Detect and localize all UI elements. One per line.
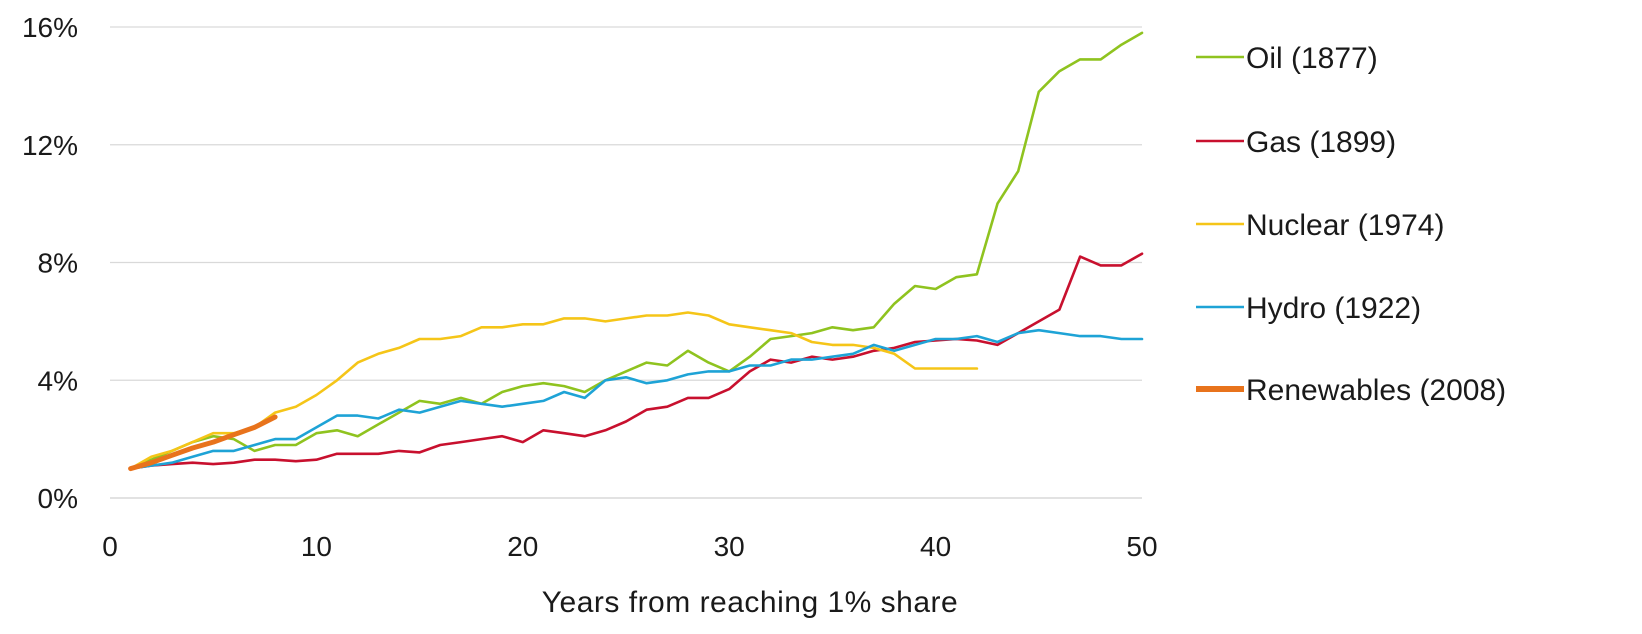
y-axis-ticks: 0% 4% 8% 12% 16% — [22, 12, 78, 514]
y-tick-label: 16% — [22, 12, 78, 43]
y-tick-label: 0% — [38, 483, 78, 514]
y-tick-label: 4% — [38, 365, 78, 396]
legend-label: Renewables (2008) — [1246, 374, 1506, 407]
series-line-hydro — [129, 328, 1144, 470]
x-tick-label: 0 — [102, 531, 118, 562]
legend-label: Gas (1899) — [1246, 126, 1396, 159]
legend-label: Oil (1877) — [1246, 42, 1378, 75]
y-tick-label: 8% — [38, 248, 78, 279]
gridlines — [110, 26, 1142, 499]
series-lines — [128, 31, 1144, 472]
y-tick-label: 12% — [22, 130, 78, 161]
series-line-nuclear — [129, 311, 979, 470]
x-tick-label: 50 — [1126, 531, 1157, 562]
x-tick-label: 30 — [714, 531, 745, 562]
x-tick-label: 10 — [301, 531, 332, 562]
legend-label: Hydro (1922) — [1246, 292, 1421, 325]
series-line-renewables — [128, 414, 278, 472]
x-tick-label: 20 — [507, 531, 538, 562]
legend: Oil (1877) Gas (1899) Nuclear (1974) Hydro … — [1196, 42, 1506, 407]
series-line-gas — [129, 252, 1144, 470]
series-line-oil — [129, 31, 1144, 470]
x-tick-label: 40 — [920, 531, 951, 562]
x-axis-ticks: 0 10 20 30 40 50 — [102, 531, 1157, 562]
legend-label: Nuclear (1974) — [1246, 209, 1444, 242]
x-axis-label: Years from reaching 1% share — [542, 586, 958, 619]
